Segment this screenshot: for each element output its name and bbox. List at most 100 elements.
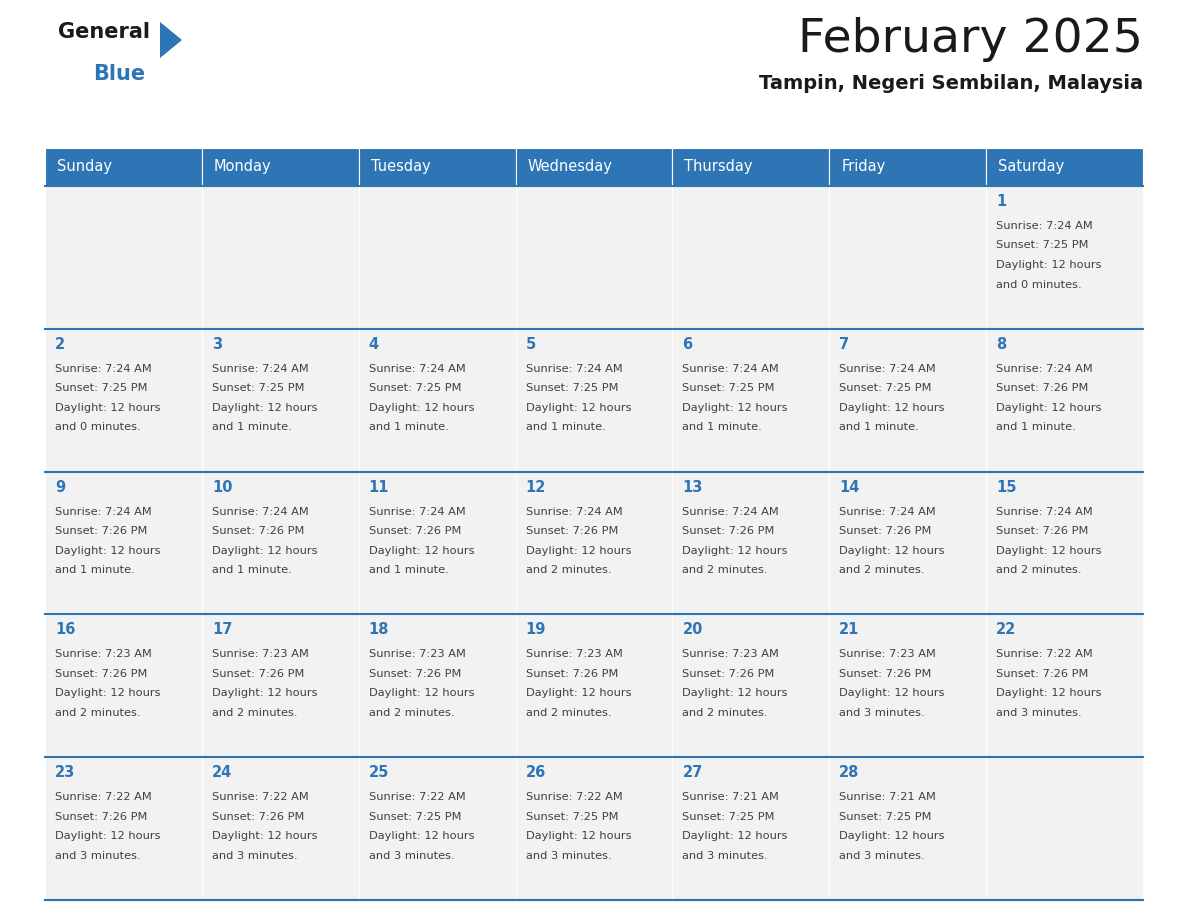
FancyBboxPatch shape [986, 186, 1143, 329]
FancyBboxPatch shape [829, 472, 986, 614]
Text: Sunday: Sunday [57, 160, 112, 174]
Text: Daylight: 12 hours: Daylight: 12 hours [997, 403, 1101, 413]
Text: 9: 9 [55, 479, 65, 495]
FancyBboxPatch shape [516, 148, 672, 186]
FancyBboxPatch shape [829, 757, 986, 900]
FancyBboxPatch shape [516, 614, 672, 757]
Text: and 2 minutes.: and 2 minutes. [525, 565, 611, 575]
Text: Daylight: 12 hours: Daylight: 12 hours [368, 688, 474, 699]
Text: Daylight: 12 hours: Daylight: 12 hours [211, 403, 317, 413]
Text: and 3 minutes.: and 3 minutes. [839, 708, 925, 718]
Text: Sunset: 7:26 PM: Sunset: 7:26 PM [997, 384, 1088, 393]
Text: Sunrise: 7:24 AM: Sunrise: 7:24 AM [525, 364, 623, 374]
FancyBboxPatch shape [829, 186, 986, 329]
Text: Daylight: 12 hours: Daylight: 12 hours [368, 545, 474, 555]
Text: Daylight: 12 hours: Daylight: 12 hours [55, 403, 160, 413]
FancyBboxPatch shape [829, 614, 986, 757]
FancyBboxPatch shape [359, 186, 516, 329]
Text: 26: 26 [525, 766, 545, 780]
Text: 23: 23 [55, 766, 75, 780]
Text: Sunset: 7:26 PM: Sunset: 7:26 PM [55, 526, 147, 536]
FancyBboxPatch shape [202, 186, 359, 329]
Text: 19: 19 [525, 622, 546, 637]
Text: and 3 minutes.: and 3 minutes. [368, 851, 454, 861]
Text: 22: 22 [997, 622, 1017, 637]
Text: General: General [58, 22, 150, 42]
Text: 4: 4 [368, 337, 379, 352]
Text: Daylight: 12 hours: Daylight: 12 hours [211, 831, 317, 841]
Text: 17: 17 [211, 622, 232, 637]
FancyBboxPatch shape [986, 757, 1143, 900]
Text: Saturday: Saturday [998, 160, 1064, 174]
Text: Sunrise: 7:22 AM: Sunrise: 7:22 AM [997, 649, 1093, 659]
Text: Sunrise: 7:22 AM: Sunrise: 7:22 AM [368, 792, 466, 802]
FancyBboxPatch shape [45, 757, 202, 900]
Text: and 0 minutes.: and 0 minutes. [997, 279, 1082, 289]
Text: Sunrise: 7:22 AM: Sunrise: 7:22 AM [525, 792, 623, 802]
Text: Sunset: 7:26 PM: Sunset: 7:26 PM [368, 669, 461, 679]
Text: and 2 minutes.: and 2 minutes. [839, 565, 924, 575]
Text: Sunrise: 7:24 AM: Sunrise: 7:24 AM [525, 507, 623, 517]
FancyBboxPatch shape [829, 329, 986, 472]
FancyBboxPatch shape [45, 329, 202, 472]
Text: and 3 minutes.: and 3 minutes. [525, 851, 611, 861]
FancyBboxPatch shape [672, 757, 829, 900]
Text: Sunrise: 7:23 AM: Sunrise: 7:23 AM [368, 649, 466, 659]
Text: Sunrise: 7:23 AM: Sunrise: 7:23 AM [839, 649, 936, 659]
Text: 3: 3 [211, 337, 222, 352]
Text: Sunrise: 7:21 AM: Sunrise: 7:21 AM [682, 792, 779, 802]
Text: Sunrise: 7:23 AM: Sunrise: 7:23 AM [682, 649, 779, 659]
FancyBboxPatch shape [202, 614, 359, 757]
Text: Sunset: 7:25 PM: Sunset: 7:25 PM [368, 384, 461, 393]
Text: Daylight: 12 hours: Daylight: 12 hours [997, 545, 1101, 555]
Text: 28: 28 [839, 766, 860, 780]
Text: Sunrise: 7:24 AM: Sunrise: 7:24 AM [55, 507, 152, 517]
Text: 12: 12 [525, 479, 546, 495]
Text: Sunset: 7:26 PM: Sunset: 7:26 PM [55, 812, 147, 822]
Text: and 2 minutes.: and 2 minutes. [682, 565, 767, 575]
FancyBboxPatch shape [359, 757, 516, 900]
FancyBboxPatch shape [202, 472, 359, 614]
Text: Sunrise: 7:23 AM: Sunrise: 7:23 AM [211, 649, 309, 659]
Text: 10: 10 [211, 479, 233, 495]
Text: Sunrise: 7:24 AM: Sunrise: 7:24 AM [211, 364, 309, 374]
Text: Sunset: 7:26 PM: Sunset: 7:26 PM [55, 669, 147, 679]
FancyBboxPatch shape [359, 148, 516, 186]
Text: 24: 24 [211, 766, 232, 780]
Text: Daylight: 12 hours: Daylight: 12 hours [211, 688, 317, 699]
Text: and 2 minutes.: and 2 minutes. [368, 708, 454, 718]
FancyBboxPatch shape [986, 148, 1143, 186]
Text: Sunrise: 7:24 AM: Sunrise: 7:24 AM [368, 364, 466, 374]
Text: 6: 6 [682, 337, 693, 352]
Text: and 2 minutes.: and 2 minutes. [211, 708, 297, 718]
Text: Friday: Friday [841, 160, 885, 174]
Text: and 2 minutes.: and 2 minutes. [55, 708, 140, 718]
Text: 20: 20 [682, 622, 703, 637]
Text: Sunset: 7:25 PM: Sunset: 7:25 PM [839, 812, 931, 822]
Text: Daylight: 12 hours: Daylight: 12 hours [368, 403, 474, 413]
FancyBboxPatch shape [202, 148, 359, 186]
Text: Sunset: 7:25 PM: Sunset: 7:25 PM [682, 384, 775, 393]
Text: and 1 minute.: and 1 minute. [211, 565, 291, 575]
Text: and 3 minutes.: and 3 minutes. [55, 851, 140, 861]
Text: Daylight: 12 hours: Daylight: 12 hours [55, 688, 160, 699]
FancyBboxPatch shape [516, 757, 672, 900]
Text: Sunset: 7:26 PM: Sunset: 7:26 PM [211, 812, 304, 822]
Text: and 3 minutes.: and 3 minutes. [997, 708, 1082, 718]
FancyBboxPatch shape [359, 472, 516, 614]
Text: Daylight: 12 hours: Daylight: 12 hours [682, 831, 788, 841]
Text: and 2 minutes.: and 2 minutes. [682, 708, 767, 718]
Text: and 2 minutes.: and 2 minutes. [525, 708, 611, 718]
Text: and 2 minutes.: and 2 minutes. [997, 565, 1081, 575]
Text: and 3 minutes.: and 3 minutes. [682, 851, 769, 861]
FancyBboxPatch shape [986, 329, 1143, 472]
Text: and 1 minute.: and 1 minute. [368, 422, 448, 432]
Text: Sunrise: 7:24 AM: Sunrise: 7:24 AM [368, 507, 466, 517]
Text: Sunrise: 7:24 AM: Sunrise: 7:24 AM [211, 507, 309, 517]
Text: and 1 minute.: and 1 minute. [55, 565, 134, 575]
Text: Sunset: 7:26 PM: Sunset: 7:26 PM [682, 526, 775, 536]
Text: Sunset: 7:26 PM: Sunset: 7:26 PM [682, 669, 775, 679]
Polygon shape [160, 22, 182, 58]
FancyBboxPatch shape [986, 614, 1143, 757]
FancyBboxPatch shape [516, 329, 672, 472]
